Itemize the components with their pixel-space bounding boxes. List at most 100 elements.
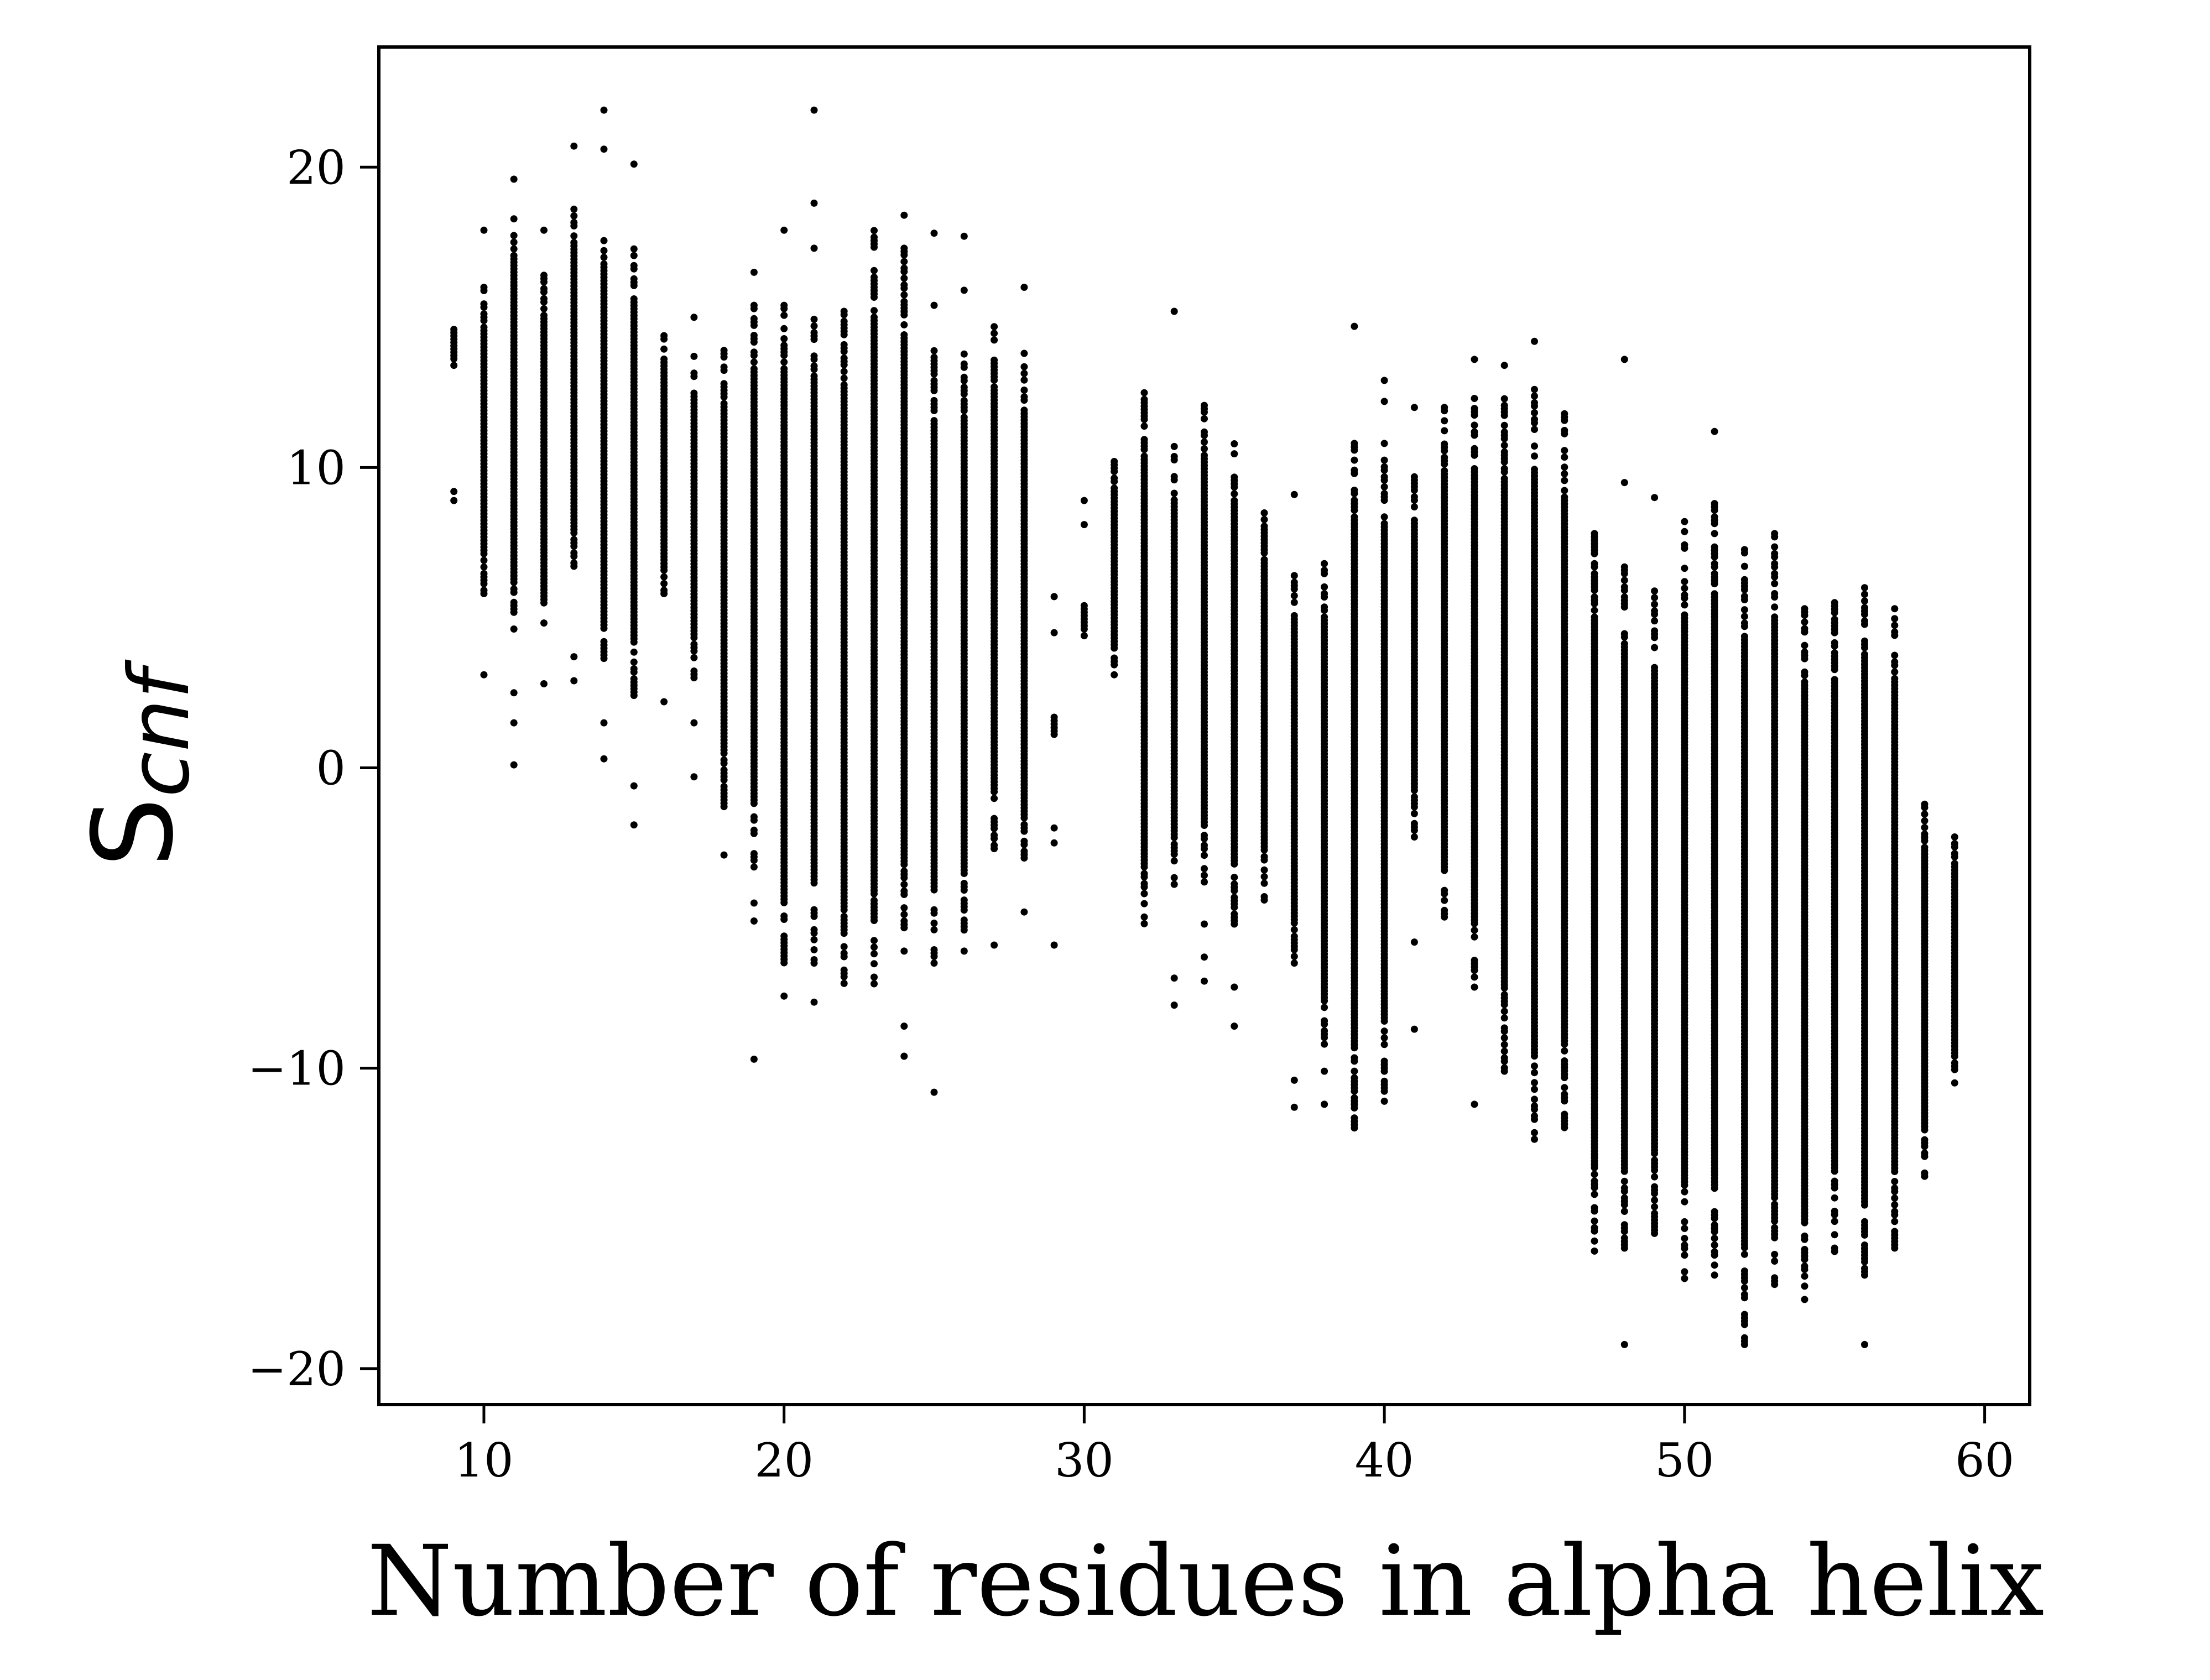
data-point xyxy=(1500,428,1508,436)
data-point xyxy=(1410,493,1418,500)
data-point xyxy=(960,360,968,368)
data-point xyxy=(450,497,458,504)
data-point xyxy=(1471,926,1478,934)
data-point xyxy=(991,831,998,839)
data-point xyxy=(630,658,638,666)
data-point xyxy=(780,311,788,319)
data-point xyxy=(1020,387,1028,394)
data-point xyxy=(600,719,608,727)
data-point xyxy=(1561,493,1568,501)
data-point xyxy=(1531,1086,1538,1093)
data-point xyxy=(1290,1076,1298,1084)
data-point xyxy=(900,291,908,299)
data-point xyxy=(991,842,998,849)
data-point xyxy=(1201,953,1208,961)
data-point xyxy=(1140,880,1148,888)
data-point xyxy=(450,362,458,369)
data-point xyxy=(840,368,848,375)
data-point xyxy=(1591,1204,1598,1212)
data-point xyxy=(1561,1047,1568,1055)
data-point xyxy=(1500,1008,1508,1015)
data-point xyxy=(1050,593,1058,601)
data-point xyxy=(810,998,818,1006)
data-point xyxy=(1561,447,1568,455)
data-point xyxy=(1531,1069,1538,1077)
data-point xyxy=(1290,926,1298,933)
data-point xyxy=(1231,910,1238,918)
data-point xyxy=(1170,307,1178,315)
data-point xyxy=(1290,953,1298,960)
data-point xyxy=(1380,513,1388,521)
data-point xyxy=(900,1052,908,1060)
data-point xyxy=(1380,483,1388,491)
data-point xyxy=(1170,874,1178,881)
data-point xyxy=(750,268,758,276)
data-point xyxy=(720,756,728,764)
data-point xyxy=(1591,1237,1598,1245)
data-point xyxy=(1471,933,1478,941)
data-point xyxy=(930,396,938,404)
data-point xyxy=(1170,489,1178,497)
data-point xyxy=(900,274,908,282)
data-point xyxy=(1531,399,1538,406)
data-point xyxy=(750,358,758,366)
data-point xyxy=(1471,356,1478,363)
data-point xyxy=(1231,497,1238,504)
data-point xyxy=(810,106,818,114)
data-point xyxy=(1201,832,1208,839)
data-point xyxy=(930,926,938,933)
data-point xyxy=(1410,404,1418,411)
data-point xyxy=(810,372,818,380)
data-point xyxy=(1111,458,1118,465)
data-point xyxy=(1140,900,1148,907)
data-point xyxy=(1441,467,1448,474)
data-point xyxy=(750,899,758,907)
data-point xyxy=(600,638,608,645)
data-point xyxy=(630,675,638,682)
data-point xyxy=(840,307,848,315)
data-point xyxy=(1591,1217,1598,1225)
data-point xyxy=(1500,441,1508,449)
data-point xyxy=(1140,913,1148,921)
data-point xyxy=(1500,421,1508,429)
data-point xyxy=(871,937,878,945)
data-point xyxy=(1531,426,1538,433)
data-point xyxy=(570,239,578,247)
data-point xyxy=(930,347,938,354)
data-point xyxy=(600,260,608,268)
data-point xyxy=(900,867,908,875)
data-point xyxy=(720,851,728,859)
data-point xyxy=(1441,896,1448,904)
data-point xyxy=(1441,417,1448,425)
data-point xyxy=(1531,442,1538,450)
data-point xyxy=(1471,428,1478,436)
data-point xyxy=(1321,1017,1328,1025)
data-point xyxy=(991,336,998,344)
data-point xyxy=(1020,369,1028,377)
data-point xyxy=(660,580,668,587)
data-point xyxy=(690,640,698,648)
data-point xyxy=(1500,1024,1508,1032)
data-point xyxy=(1531,1095,1538,1103)
data-point xyxy=(930,417,938,425)
data-point xyxy=(1471,957,1478,964)
data-point xyxy=(780,992,788,1000)
data-point xyxy=(1561,1091,1568,1098)
data-point xyxy=(1260,556,1268,564)
data-point xyxy=(690,389,698,397)
data-point xyxy=(1140,422,1148,430)
data-point xyxy=(1500,1064,1508,1072)
data-point xyxy=(960,916,968,924)
data-point xyxy=(1380,1057,1388,1065)
data-point xyxy=(480,300,488,308)
data-point xyxy=(871,227,878,234)
data-point xyxy=(1201,401,1208,409)
data-point xyxy=(1351,1067,1358,1075)
data-point xyxy=(1410,473,1418,481)
data-point xyxy=(570,205,578,213)
data-point xyxy=(871,980,878,988)
data-point xyxy=(840,381,848,389)
data-point xyxy=(1080,602,1088,609)
data-point xyxy=(480,284,488,291)
